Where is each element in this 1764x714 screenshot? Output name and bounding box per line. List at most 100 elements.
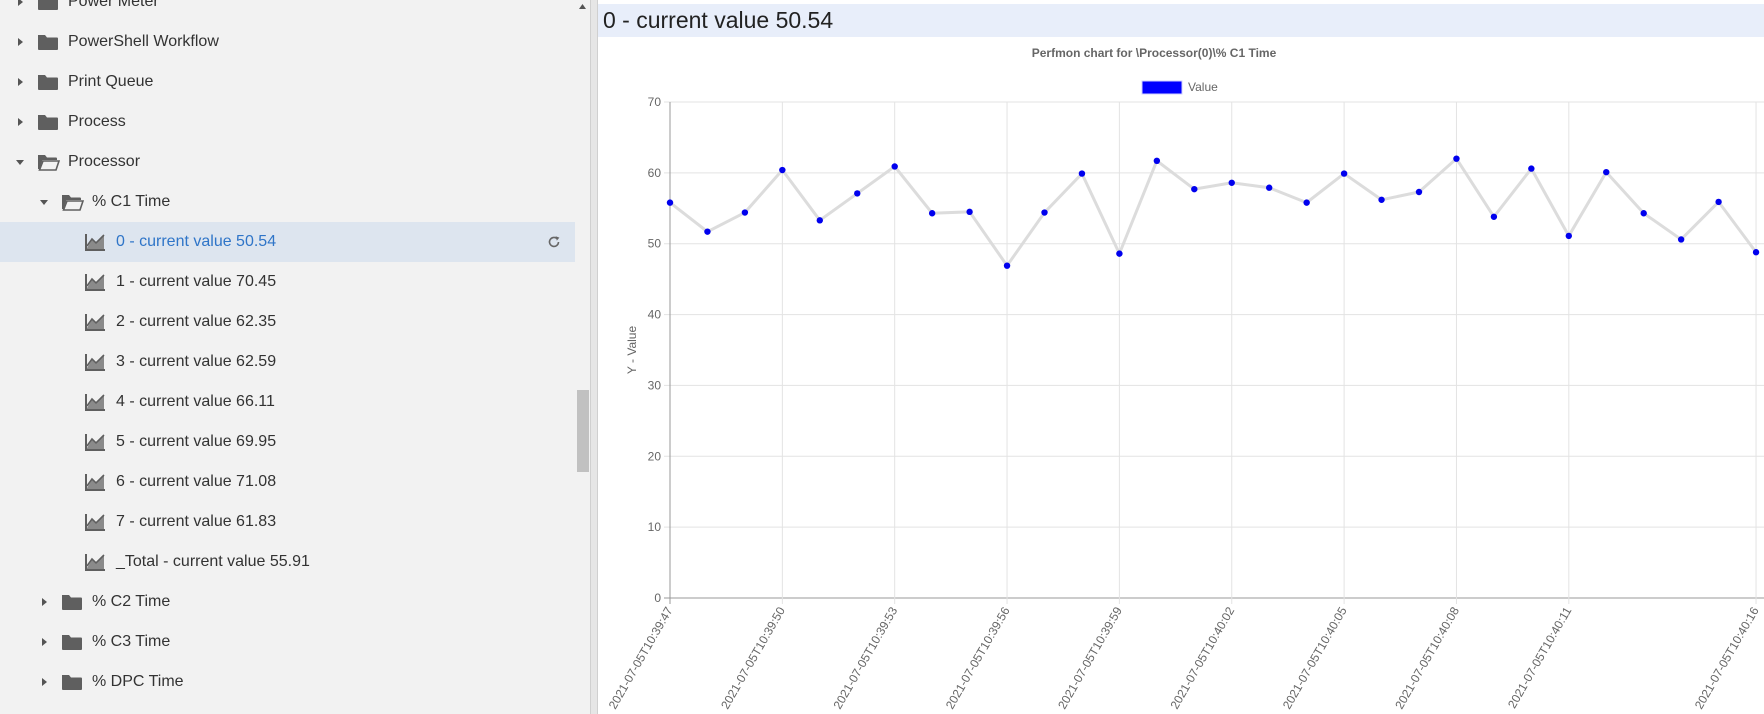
folder-icon (36, 72, 60, 92)
data-point[interactable] (1565, 232, 1572, 240)
legend-label: Value (1188, 80, 1218, 94)
data-point[interactable] (1078, 170, 1086, 177)
y-tick-label: 50 (648, 237, 662, 251)
refresh-icon[interactable] (547, 235, 561, 249)
data-point[interactable] (966, 208, 973, 216)
data-point[interactable] (1752, 249, 1760, 256)
x-tick-label: 2021-07-05T10:40:11 (1505, 604, 1575, 710)
tree-leaf-item[interactable]: 6 - current value 71.08 (0, 462, 575, 502)
x-tick-label: 2021-07-05T10:39:53 (830, 604, 900, 711)
chevron-right-icon[interactable] (38, 596, 50, 608)
tree-leaf-item[interactable]: 7 - current value 61.83 (0, 502, 575, 542)
scroll-thumb[interactable] (577, 390, 589, 472)
tree-panel: Power Meter PowerShell Workflow Print Queu… (0, 0, 590, 714)
chart-area-icon (84, 552, 108, 572)
folder-icon (36, 112, 60, 132)
data-point[interactable] (816, 217, 823, 224)
data-point[interactable] (1640, 210, 1647, 217)
chevron-down-icon[interactable] (14, 156, 26, 168)
tree-leaf-item[interactable]: 2 - current value 62.35 (0, 302, 575, 342)
data-point[interactable] (1116, 250, 1123, 257)
tree-leaf-item[interactable]: _Total - current value 55.91 (0, 542, 575, 582)
tree-item-label: 3 - current value 62.59 (116, 353, 277, 370)
data-point[interactable] (1153, 157, 1161, 165)
tree-folder-item[interactable]: % C2 Time (0, 582, 575, 622)
data-point[interactable] (1453, 155, 1460, 162)
folder-icon (36, 32, 60, 52)
tree-folder-item[interactable]: Power Meter (0, 0, 575, 22)
chevron-right-icon[interactable] (14, 116, 26, 128)
tree-item-label: 5 - current value 69.95 (116, 433, 277, 450)
data-point[interactable] (928, 210, 936, 217)
tree-folder-item[interactable]: % DPC Time (0, 662, 575, 702)
tree-folder-item[interactable]: Process (0, 102, 575, 142)
y-tick-label: 40 (648, 308, 662, 322)
chart-area-icon (84, 512, 108, 532)
data-point[interactable] (1228, 179, 1235, 186)
data-point[interactable] (1041, 209, 1048, 216)
y-tick-label: 10 (648, 520, 662, 534)
data-point[interactable] (1003, 262, 1011, 269)
data-point[interactable] (666, 199, 674, 206)
chevron-right-icon[interactable] (14, 36, 26, 48)
panel-splitter[interactable] (590, 0, 598, 714)
chevron-right-icon[interactable] (38, 636, 50, 648)
chart-legend[interactable]: Value (1141, 80, 1218, 95)
tree-leaf-item[interactable]: 1 - current value 70.45 (0, 262, 575, 302)
data-point[interactable] (854, 190, 861, 197)
tree-folder-item[interactable]: % C3 Time (0, 622, 575, 662)
data-point[interactable] (1528, 165, 1535, 172)
x-tick-label: 2021-07-05T10:39:47 (606, 604, 676, 711)
chevron-down-icon[interactable] (38, 196, 50, 208)
tree-folder-item[interactable]: Print Queue (0, 62, 575, 102)
chart-axes: 0 10 20 30 40 50 60 70 2021-07-05T10:39:47 2021-0… (606, 95, 1762, 711)
tree-leaf-item[interactable]: 5 - current value 69.95 (0, 422, 575, 462)
data-point[interactable] (1340, 170, 1348, 177)
data-point[interactable] (1490, 213, 1498, 220)
tree-item-label: % C1 Time (92, 193, 171, 210)
data-point[interactable] (891, 163, 898, 170)
data-point[interactable] (1191, 185, 1198, 193)
chart-series (666, 155, 1760, 269)
tree-item-label: Print Queue (68, 73, 154, 90)
tree-folder-item[interactable]: Processor (0, 142, 575, 182)
data-point[interactable] (1603, 168, 1610, 176)
chevron-right-icon[interactable] (14, 76, 26, 88)
data-point[interactable] (1303, 199, 1310, 206)
data-point[interactable] (741, 209, 749, 216)
data-point[interactable] (1715, 198, 1722, 206)
y-tick-label: 20 (648, 449, 662, 463)
chevron-right-icon[interactable] (14, 0, 26, 8)
tree-item-label: PowerShell Workflow (68, 33, 219, 50)
data-point[interactable] (779, 166, 786, 174)
tree-folder-item[interactable]: PowerShell Workflow (0, 22, 575, 62)
data-point[interactable] (1266, 184, 1273, 191)
x-tick-label: 2021-07-05T10:39:59 (1055, 604, 1125, 711)
legend-swatch (1141, 80, 1183, 95)
tree-folder-item[interactable]: % C1 Time (0, 182, 575, 222)
chart-area-icon (84, 392, 108, 412)
folder-icon (60, 632, 84, 652)
x-tick-label: 2021-07-05T10:40:05 (1280, 604, 1350, 711)
data-point[interactable] (1415, 188, 1423, 196)
tree-leaf-item[interactable]: 3 - current value 62.59 (0, 342, 575, 382)
chart-area-icon (84, 472, 108, 492)
data-point[interactable] (1677, 236, 1685, 243)
data-point[interactable] (704, 228, 711, 235)
folder-open-icon (36, 152, 60, 172)
tree-item-label: 1 - current value 70.45 (116, 273, 277, 290)
tree-leaf-item[interactable]: 4 - current value 66.11 (0, 382, 575, 422)
x-tick-label: 2021-07-05T10:40:16 (1692, 604, 1762, 711)
y-axis-label: Y - Value (625, 326, 639, 375)
tree-item-label: % C3 Time (92, 633, 171, 650)
scroll-up-arrow-icon[interactable] (578, 2, 587, 11)
x-tick-label: 2021-07-05T10:40:02 (1168, 604, 1238, 711)
tree-item-label: Power Meter (68, 0, 159, 10)
chart-area-icon (84, 432, 108, 452)
data-point[interactable] (1378, 196, 1385, 203)
tree-leaf-item[interactable]: 0 - current value 50.54 (0, 222, 575, 262)
scrollbar[interactable] (575, 0, 590, 714)
series-line (669, 156, 1758, 269)
folder-icon (60, 672, 84, 692)
chevron-right-icon[interactable] (38, 676, 50, 688)
